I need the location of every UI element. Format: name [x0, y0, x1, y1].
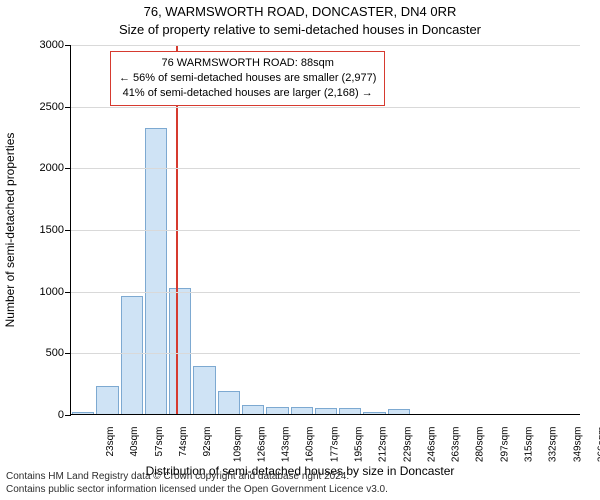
- y-tick: [65, 230, 71, 231]
- x-tick-label: 160sqm: [305, 427, 316, 463]
- x-tick-label: 229sqm: [402, 427, 413, 463]
- y-tick: [65, 168, 71, 169]
- gridline: [71, 292, 580, 293]
- y-tick-label: 2000: [24, 162, 64, 174]
- x-tick-label: 332sqm: [548, 427, 559, 463]
- x-tick-label: 315sqm: [524, 427, 535, 463]
- histogram-bar: [121, 296, 143, 414]
- x-tick-label: 297sqm: [499, 427, 510, 463]
- attribution: Contains HM Land Registry data © Crown c…: [6, 471, 594, 496]
- x-tick-label: 109sqm: [232, 427, 243, 463]
- annotation-line: 76 WARMSWORTH ROAD: 88sqm: [119, 56, 376, 71]
- histogram-bar: [339, 408, 361, 414]
- histogram-bar: [266, 407, 288, 414]
- chart-title-line1: 76, WARMSWORTH ROAD, DONCASTER, DN4 0RR: [0, 4, 600, 19]
- attribution-line1: Contains HM Land Registry data © Crown c…: [6, 471, 594, 484]
- annotation-box: 76 WARMSWORTH ROAD: 88sqm← 56% of semi-d…: [110, 51, 385, 106]
- histogram-bar: [363, 412, 385, 414]
- gridline: [71, 230, 580, 231]
- y-axis-title: Number of semi-detached properties: [3, 133, 17, 328]
- histogram-bar: [96, 386, 118, 414]
- x-tick-label: 349sqm: [572, 427, 583, 463]
- x-tick-label: 177sqm: [329, 427, 340, 463]
- x-tick-label: 126sqm: [256, 427, 267, 463]
- y-tick-label: 2500: [24, 101, 64, 113]
- y-tick-label: 0: [24, 409, 64, 421]
- histogram-bar: [193, 366, 215, 414]
- y-tick-label: 3000: [24, 39, 64, 51]
- x-tick-label: 23sqm: [105, 427, 116, 457]
- histogram-bar: [145, 128, 167, 414]
- gridline: [71, 353, 580, 354]
- x-tick-label: 246sqm: [426, 427, 437, 463]
- y-tick: [65, 45, 71, 46]
- attribution-line2: Contains public sector information licen…: [6, 484, 594, 497]
- y-tick-label: 500: [24, 347, 64, 359]
- y-tick: [65, 353, 71, 354]
- y-tick-label: 1500: [24, 224, 64, 236]
- x-tick-label: 195sqm: [354, 427, 365, 463]
- gridline: [71, 168, 580, 169]
- x-tick-label: 92sqm: [202, 427, 213, 457]
- histogram-bar: [218, 391, 240, 414]
- histogram-bar: [291, 407, 313, 414]
- gridline: [71, 107, 580, 108]
- x-tick-label: 57sqm: [154, 427, 165, 457]
- y-tick: [65, 415, 71, 416]
- gridline: [71, 415, 580, 416]
- histogram-bar: [72, 412, 94, 414]
- y-tick: [65, 292, 71, 293]
- histogram-bar: [388, 409, 410, 414]
- y-tick-label: 1000: [24, 286, 64, 298]
- chart-title-line2: Size of property relative to semi-detach…: [0, 22, 600, 37]
- x-tick-label: 212sqm: [378, 427, 389, 463]
- histogram-bar: [169, 288, 191, 414]
- y-tick: [65, 107, 71, 108]
- gridline: [71, 45, 580, 46]
- histogram-bar: [242, 405, 264, 414]
- histogram-bar: [315, 408, 337, 414]
- x-tick-label: 40sqm: [129, 427, 140, 457]
- x-tick-label: 280sqm: [475, 427, 486, 463]
- x-tick-label: 263sqm: [451, 427, 462, 463]
- x-tick-label: 74sqm: [178, 427, 189, 457]
- annotation-line: 41% of semi-detached houses are larger (…: [119, 86, 376, 101]
- annotation-line: ← 56% of semi-detached houses are smalle…: [119, 71, 376, 86]
- x-tick-label: 143sqm: [281, 427, 292, 463]
- x-tick-label: 366sqm: [596, 427, 600, 463]
